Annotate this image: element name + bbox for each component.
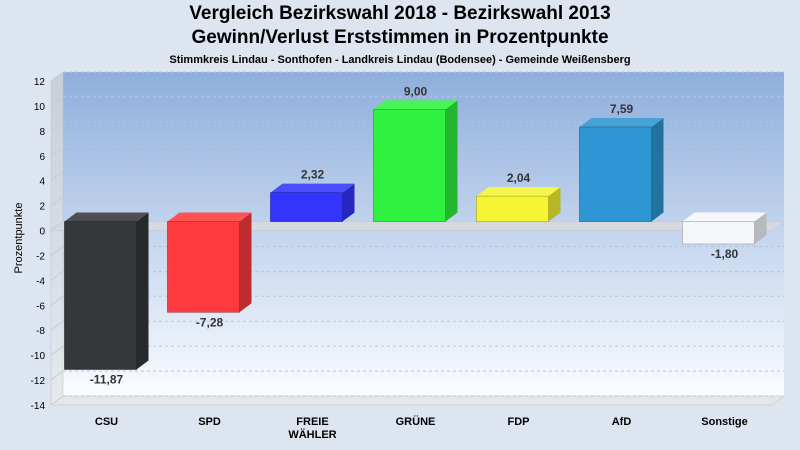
floor: [50, 395, 785, 406]
category-label: Sonstige: [701, 416, 747, 428]
bar-top: [579, 117, 664, 127]
gridline-wall: [50, 345, 64, 356]
chart-caption: Stimmkreis Lindau - Sonthofen - Landkrei…: [169, 54, 631, 66]
chart-subtitle: Gewinn/Verlust Erststimmen in Prozentpun…: [191, 27, 609, 48]
bar-spd: [167, 212, 252, 313]
bar-side: [445, 100, 458, 222]
bar-top: [270, 183, 355, 193]
y-tick-label: 12: [34, 77, 46, 88]
bar-sonstige: [682, 212, 767, 245]
y-tick-label: 6: [39, 152, 45, 163]
y-axis-label: Prozentpunkte: [13, 203, 25, 274]
bar-front: [373, 109, 446, 222]
bar-top: [167, 212, 252, 222]
gridline-wall: [50, 295, 64, 306]
gridline-wall: [50, 96, 64, 107]
category-label: WÄHLER: [288, 428, 336, 441]
bar-fdp: [476, 187, 561, 222]
y-tick-label: 4: [39, 177, 45, 188]
bar-front: [476, 195, 549, 222]
y-tick-label: 8: [39, 127, 45, 138]
gridline-wall: [50, 320, 64, 331]
bar-front: [64, 221, 137, 370]
y-tick-label: 10: [34, 102, 46, 113]
bar-afd: [579, 117, 664, 222]
bar-side: [342, 183, 355, 222]
bar-side: [136, 212, 149, 370]
gridline-wall: [50, 270, 64, 281]
data-label: 7,59: [610, 102, 634, 116]
bar-top: [476, 187, 561, 197]
bar-side: [651, 117, 664, 222]
data-label: -7,28: [196, 315, 224, 329]
bar-side: [239, 212, 252, 313]
bar-side: [548, 187, 561, 222]
bar-front: [682, 221, 755, 245]
y-tick-label: -8: [36, 326, 45, 337]
bar-side: [754, 212, 767, 244]
gridline-wall: [50, 370, 64, 381]
bar-freie-wähler: [270, 183, 355, 222]
data-label: -1,80: [711, 247, 739, 261]
zero-plane: [50, 221, 785, 231]
bar-front: [270, 192, 343, 222]
bar-grüne: [373, 100, 458, 222]
category-label: AfD: [612, 416, 632, 428]
gridline-wall: [50, 121, 64, 132]
data-label: 2,32: [301, 168, 325, 182]
category-label: SPD: [198, 416, 221, 428]
y-tick-label: 2: [39, 202, 45, 213]
gridline-wall: [50, 196, 64, 207]
chart-title: Vergleich Bezirkswahl 2018 - Bezirkswahl…: [189, 3, 611, 24]
bar-top: [682, 212, 767, 222]
y-tick-label: -6: [36, 301, 45, 312]
bar-csu: [64, 212, 149, 370]
bar-top: [64, 212, 149, 222]
gridline-wall: [50, 171, 64, 182]
bar-front: [167, 221, 240, 313]
category-label: CSU: [95, 416, 118, 428]
y-tick-label: -10: [31, 351, 46, 362]
y-tick-label: -4: [36, 276, 45, 287]
data-label: 2,04: [507, 171, 531, 185]
y-tick-label: -14: [31, 401, 46, 412]
gridline-wall: [50, 71, 64, 82]
y-tick-label: -2: [36, 251, 45, 262]
left-wall: [50, 71, 64, 406]
category-label: GRÜNE: [396, 415, 436, 428]
y-tick-label: -12: [31, 376, 46, 387]
data-label: 9,00: [404, 84, 428, 98]
category-label: FREIE: [296, 416, 328, 428]
bar-front: [579, 126, 652, 222]
gridline-wall: [50, 395, 64, 406]
gridline-wall: [50, 246, 64, 256]
bar-top: [373, 100, 458, 110]
y-tick-label: 0: [39, 227, 45, 238]
category-label: FDP: [508, 416, 530, 428]
gridline-wall: [50, 146, 64, 157]
data-label: -11,87: [90, 372, 124, 386]
